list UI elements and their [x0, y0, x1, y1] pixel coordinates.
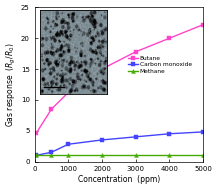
Butane: [135, 51, 137, 53]
Line: Carbon monoxide: Carbon monoxide: [34, 130, 205, 157]
Methane: [35, 154, 38, 156]
Legend: Butane, Carbon monoxide, Methane: Butane, Carbon monoxide, Methane: [125, 53, 194, 76]
Butane: [101, 68, 103, 70]
Y-axis label: Gas response  ($R_g$/$R_0$): Gas response ($R_g$/$R_0$): [5, 42, 18, 127]
Carbon monoxide: [135, 136, 137, 138]
Butane: [168, 37, 171, 39]
Carbon monoxide: [202, 131, 204, 133]
X-axis label: Concentration  (ppm): Concentration (ppm): [78, 175, 160, 184]
Line: Butane: Butane: [34, 23, 205, 135]
Methane: [135, 154, 137, 156]
Methane: [202, 154, 204, 156]
Line: Methane: Methane: [34, 153, 205, 157]
Butane: [35, 132, 38, 134]
Methane: [67, 154, 70, 156]
Carbon monoxide: [50, 151, 53, 153]
Carbon monoxide: [67, 143, 70, 145]
Butane: [50, 108, 53, 110]
Methane: [168, 154, 171, 156]
Carbon monoxide: [101, 139, 103, 141]
Butane: [202, 23, 204, 26]
Methane: [50, 154, 53, 156]
Carbon monoxide: [168, 133, 171, 135]
Butane: [67, 91, 70, 94]
Methane: [101, 154, 103, 156]
Carbon monoxide: [35, 154, 38, 156]
